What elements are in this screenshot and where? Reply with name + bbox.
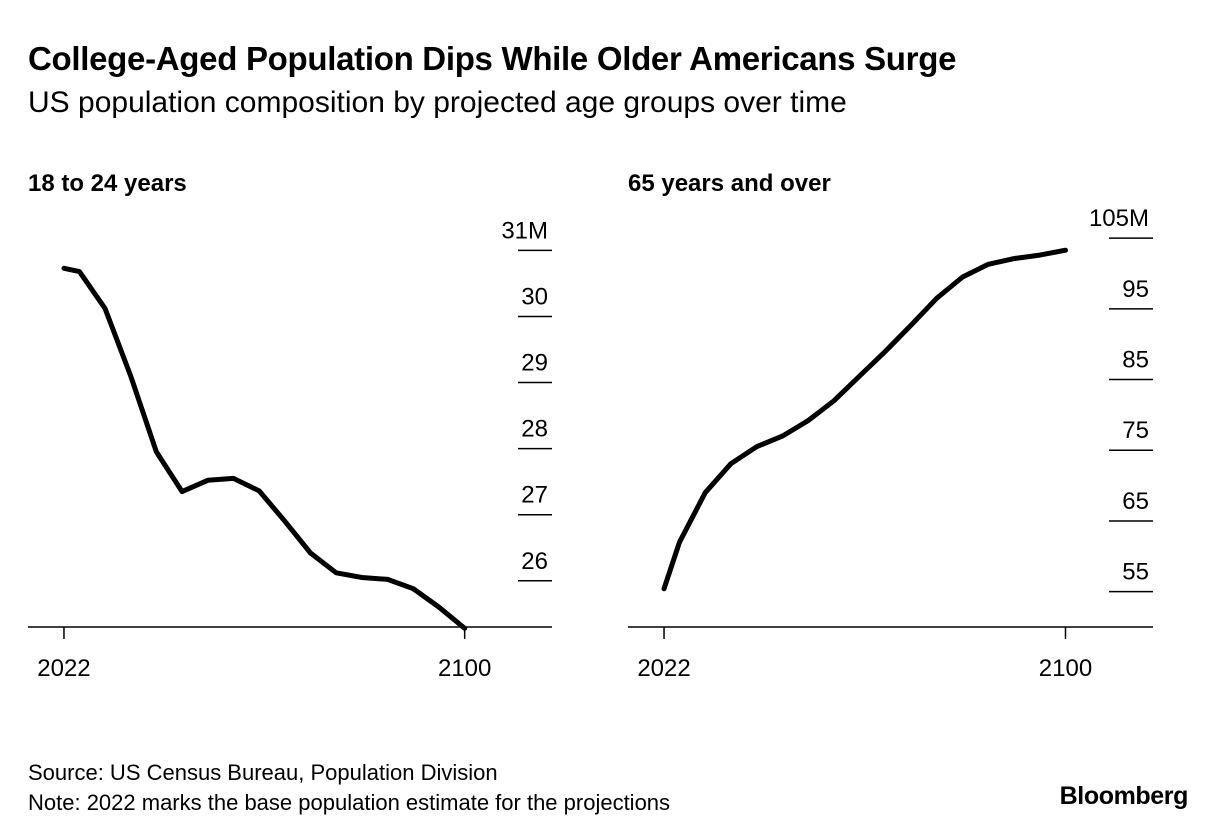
p2-x-tick-label-0: 2022 [637,655,690,682]
panel-title-18-24: 18 to 24 years [28,170,187,197]
p1-y-tick-label-1: 30 [521,283,548,310]
projection-note: Note: 2022 marks the base population est… [28,790,671,815]
chart-title: College-Aged Population Dips While Older… [28,40,957,77]
p1-y-tick-label-2: 29 [521,350,548,377]
p2-y-tick-label-2: 85 [1122,347,1149,374]
p1-y-tick-label-0: 31M [501,217,548,244]
p2-y-tick-label-3: 75 [1122,417,1149,444]
p1-x-tick-label-0: 2022 [37,655,90,682]
p1-y-tick-label-4: 27 [521,482,548,509]
p2-y-tick-label-0: 105M [1089,205,1149,232]
p1-y-tick-label-5: 26 [521,548,548,575]
source-note: Source: US Census Bureau, Population Div… [28,760,498,785]
p2-x-tick-label-1: 2100 [1039,655,1092,682]
p2-series-line-0 [661,247,1068,592]
chart-subtitle: US population composition by projected a… [28,86,847,119]
p2-y-tick-label-5: 55 [1122,559,1149,586]
p1-x-tick-label-1: 2100 [438,655,491,682]
p1-series-line-0 [61,265,468,631]
panel-title-65-over: 65 years and over [628,170,831,197]
p2-y-tick-label-4: 65 [1122,488,1149,515]
bloomberg-logo: Bloomberg [1059,782,1189,810]
p1-y-tick-label-3: 28 [521,416,548,443]
p2-y-tick-label-1: 95 [1122,276,1149,303]
